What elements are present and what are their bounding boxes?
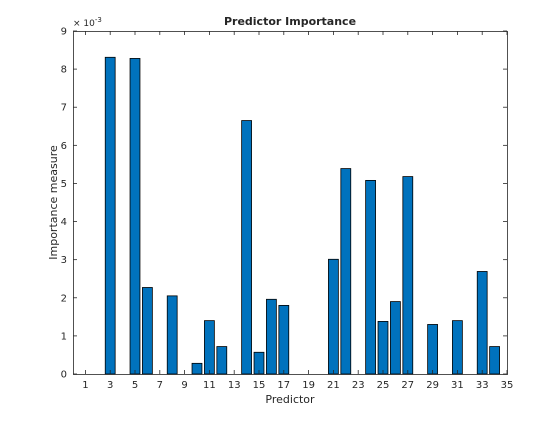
- y-tick-label: 1: [61, 331, 67, 342]
- x-tick-label: 29: [426, 380, 439, 391]
- x-tick-label: 33: [476, 380, 489, 391]
- x-tick-label: 9: [181, 380, 187, 391]
- bar-predictor-29: [427, 324, 438, 375]
- y-axis-exponent: × 10-3: [73, 16, 102, 29]
- x-tick-label: 1: [82, 380, 88, 391]
- bar-predictor-33: [476, 271, 488, 375]
- chart-title: Predictor Importance: [224, 15, 356, 28]
- y-tick-label: 3: [61, 255, 67, 266]
- y-tick-label: 4: [61, 217, 67, 228]
- bar-predictor-34: [489, 346, 500, 375]
- bar-predictor-24: [365, 179, 376, 375]
- bar-predictor-17: [278, 304, 290, 375]
- x-tick-label: 19: [302, 380, 315, 391]
- y-tick-label: 0: [61, 370, 67, 381]
- bar-predictor-25: [377, 321, 389, 375]
- y-tick-label: 8: [61, 65, 67, 76]
- x-tick-label: 21: [327, 380, 340, 391]
- bar-predictor-21: [328, 258, 339, 375]
- x-tick-label: 31: [451, 380, 464, 391]
- bar-predictor-22: [340, 168, 352, 375]
- x-tick-label: 15: [253, 380, 266, 391]
- x-tick-label: 5: [132, 380, 138, 391]
- bar-predictor-12: [216, 346, 228, 375]
- axes-box: [73, 31, 508, 375]
- bar-predictor-8: [166, 295, 178, 375]
- bar-predictor-5: [129, 58, 141, 375]
- x-tick-label: 25: [377, 380, 390, 391]
- bar-predictor-27: [402, 176, 414, 375]
- y-tick-label: 5: [61, 179, 67, 190]
- bar-predictor-26: [390, 301, 401, 375]
- y-tick-label: 9: [61, 27, 67, 38]
- x-tick-label: 13: [228, 380, 241, 391]
- axes-group: 1 3 5 7 9 11 13 15 17 19 21 23 25 27 29 31 33 35012345678…: [61, 27, 514, 392]
- x-tick-label: 27: [401, 380, 414, 391]
- bar-predictor-16: [266, 298, 277, 375]
- x-tick-label: 17: [277, 380, 290, 391]
- x-tick-label: 7: [157, 380, 163, 391]
- y-exponent-base: × 10: [73, 19, 95, 29]
- y-tick-label: 6: [61, 141, 67, 152]
- bar-predictor-11: [204, 320, 215, 375]
- y-exponent-power: -3: [95, 16, 102, 24]
- x-tick-label: 3: [107, 380, 113, 391]
- x-tick-label: 11: [203, 380, 216, 391]
- x-tick-label: 35: [501, 380, 514, 391]
- bar-predictor-6: [142, 287, 153, 375]
- bar-predictor-10: [191, 362, 203, 375]
- bar-predictor-14: [241, 120, 252, 375]
- bar-predictor-31: [452, 320, 463, 375]
- x-tick-label: 23: [352, 380, 365, 391]
- x-axis-label: Predictor: [265, 393, 315, 406]
- y-axis-label: Importance measure: [47, 145, 60, 260]
- y-tick-label: 2: [61, 293, 67, 304]
- bar-predictor-3: [104, 56, 116, 375]
- y-tick-label: 7: [61, 103, 67, 114]
